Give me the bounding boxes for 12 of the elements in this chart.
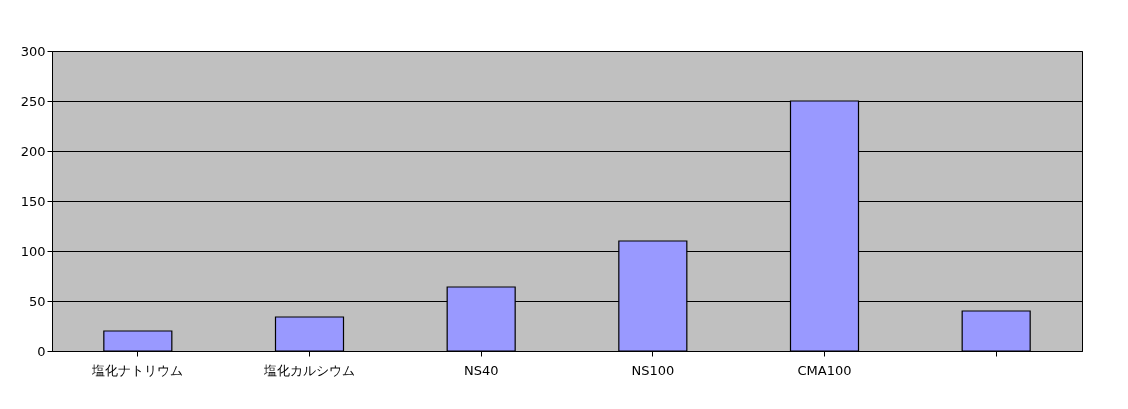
x-tick-label: 塩化ナトリウム xyxy=(91,362,184,378)
y-tick-label: 200 xyxy=(20,143,46,159)
x-tick-label: CMA100 xyxy=(797,362,852,378)
y-tick-label: 150 xyxy=(20,193,46,209)
y-tick-label: 0 xyxy=(37,343,46,359)
x-tick-label: NS100 xyxy=(631,362,675,378)
y-tick-label: 300 xyxy=(20,43,46,59)
x-tick-label: NS40 xyxy=(463,362,499,378)
y-tick-label: 250 xyxy=(20,93,46,109)
y-tick-label: 100 xyxy=(20,243,46,259)
x-tick-label: 塩化カルシウム xyxy=(263,362,355,378)
y-tick-label: 50 xyxy=(28,293,46,309)
